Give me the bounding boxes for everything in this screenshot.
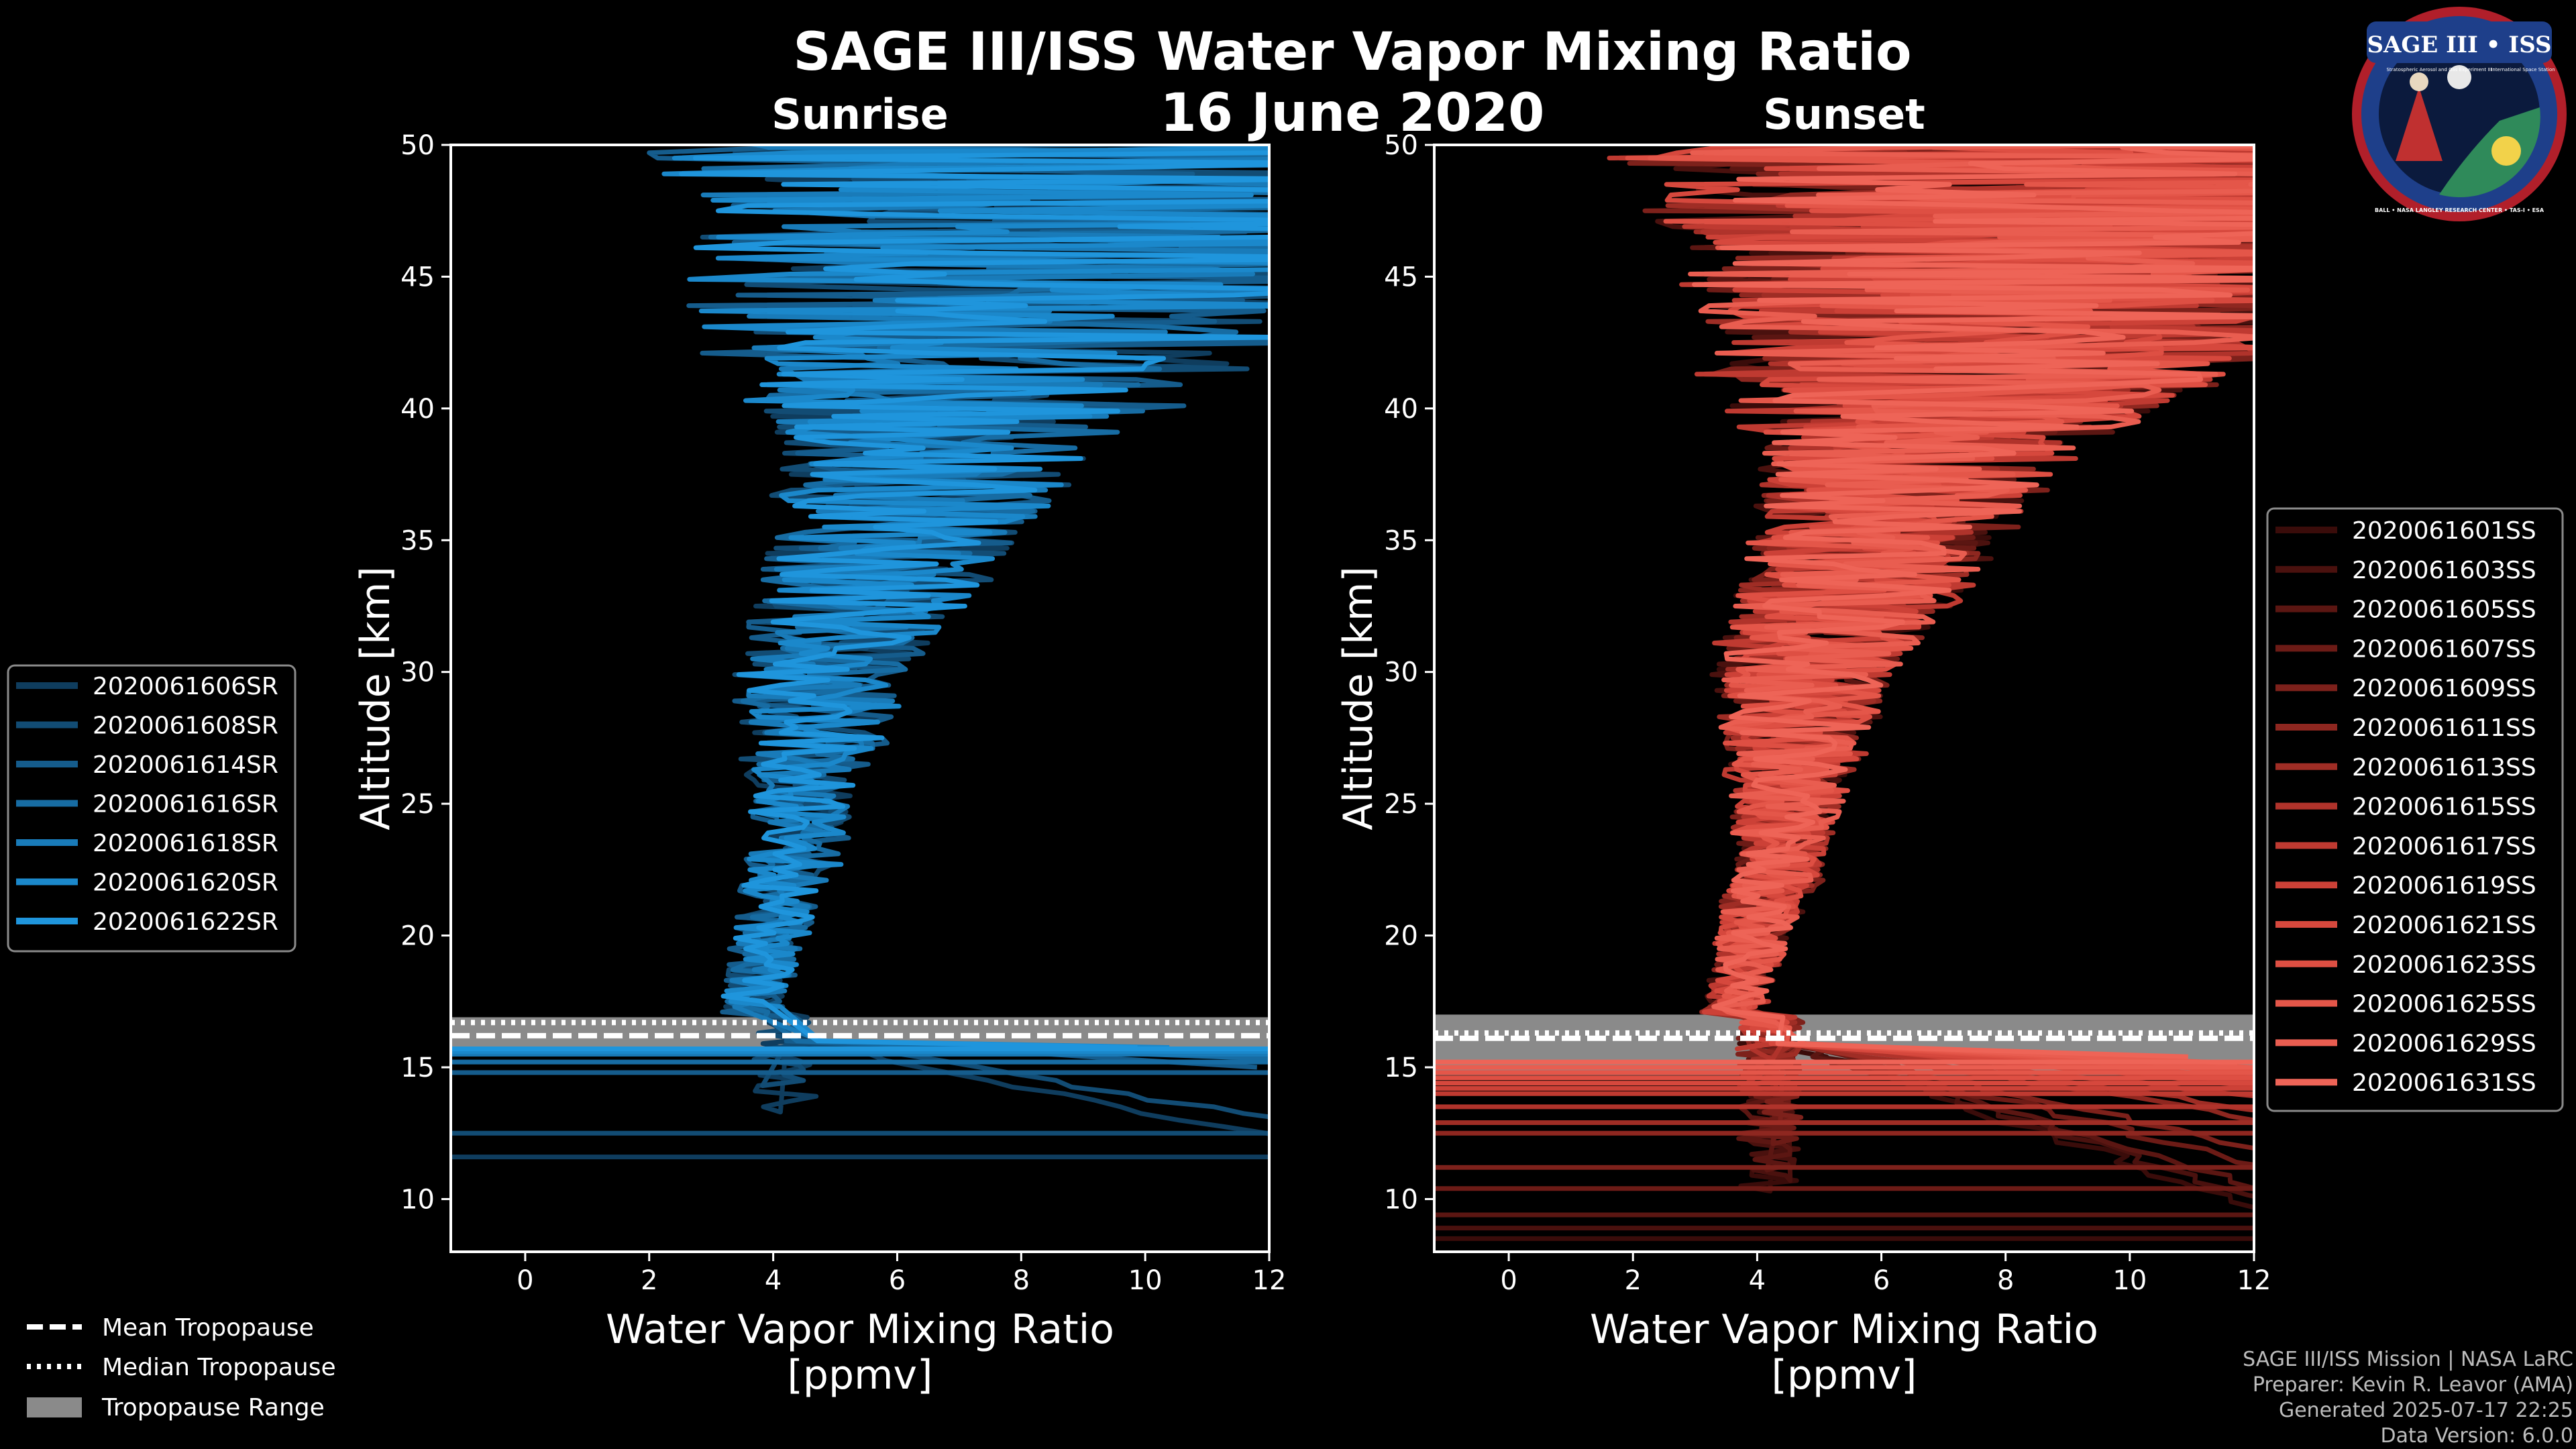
logo-subtitle: Stratospheric Aerosol and Gas Experiment…	[2386, 67, 2491, 72]
sr-y-tick-label: 10	[400, 1184, 435, 1215]
sunrise-plot-frame	[449, 144, 1271, 1253]
sr-x-tick-label: 2	[641, 1265, 657, 1296]
mean-tropopause-label: Mean Tropopause	[102, 1314, 314, 1342]
legend-label-2020061631SS: 2020061631SS	[2352, 1069, 2536, 1097]
sunrise-x-axis-label: Water Vapor Mixing Ratio	[606, 1306, 1114, 1353]
legend-label-2020061615SS: 2020061615SS	[2352, 794, 2536, 821]
ss-y-tick-label: 30	[1384, 657, 1418, 688]
sun-shape	[2491, 136, 2521, 166]
sunrise-legend-box	[7, 664, 297, 953]
median-tropopause-label: Median Tropopause	[102, 1354, 336, 1381]
sunset-y-axis-label: Altitude [km]	[1335, 566, 1382, 830]
sunset-legend: 2020061601SS 2020061603SS 2020061605SS 2020…	[2266, 507, 2564, 1112]
credit-data-version: Data Version: 6.0.0	[2381, 1424, 2573, 1448]
ss-y-tick-label: 35	[1384, 525, 1418, 556]
sr-y-tick-label: 50	[400, 130, 435, 161]
profile-2020061631SS	[1692, 145, 2254, 1059]
legend-label-2020061613SS: 2020061613SS	[2352, 754, 2536, 782]
sr-y-tick-label: 25	[400, 789, 435, 820]
sr-y-tick-label: 40	[400, 394, 435, 425]
legend-label-2020061623SS: 2020061623SS	[2352, 951, 2536, 979]
credits: SAGE III/ISS Mission | NASA LaRC Prepare…	[2243, 1348, 2573, 1448]
date-subtitle: 16 June 2020	[1161, 83, 1545, 144]
legend-label-2020061608SR: 2020061608SR	[93, 712, 278, 740]
sunset-x-axis-label: Water Vapor Mixing Ratio	[1590, 1306, 2098, 1353]
ss-x-tick-label: 12	[2237, 1265, 2271, 1296]
legend-label-2020061621SS: 2020061621SS	[2352, 912, 2536, 939]
ss-y-tick-label: 40	[1384, 394, 1418, 425]
ss-x-tick-label: 4	[1749, 1265, 1766, 1296]
sr-y-tick-label: 30	[400, 657, 435, 688]
tropopause-range-swatch	[27, 1397, 82, 1417]
sr-y-tick-label: 35	[400, 525, 435, 556]
sunrise-legend: 2020061606SR 2020061608SR 2020061614SR 2020…	[7, 664, 297, 953]
ss-y-tick-label: 50	[1384, 130, 1418, 161]
ss-x-tick-label: 2	[1625, 1265, 1642, 1296]
sunset-plot-frame	[1433, 144, 2255, 1253]
sage-iii-iss-mission-logo: SAGE III • ISS Stratospheric Aerosol and…	[2352, 7, 2567, 221]
ss-x-tick-label: 6	[1873, 1265, 1890, 1296]
legend-label-2020061618SR: 2020061618SR	[93, 830, 278, 857]
legend-label-2020061625SS: 2020061625SS	[2352, 991, 2536, 1018]
legend-label-2020061605SS: 2020061605SS	[2352, 596, 2536, 624]
legend-label-2020061614SR: 2020061614SR	[93, 751, 278, 779]
legend-label-2020061616SR: 2020061616SR	[93, 791, 278, 818]
legend-label-2020061620SR: 2020061620SR	[93, 869, 278, 897]
sunset-panel-title: Sunset	[1763, 90, 1925, 139]
wizard-figure-shape	[2396, 87, 2443, 161]
logo-station: International Space Station	[2491, 67, 2555, 72]
ss-y-tick-label: 20	[1384, 921, 1418, 952]
legend-label-2020061617SS: 2020061617SS	[2352, 833, 2536, 860]
credit-preparer: Preparer: Kevin R. Leavor (AMA)	[2253, 1373, 2573, 1397]
tropopause-range-label: Tropopause Range	[101, 1394, 325, 1421]
legend-label-2020061606SR: 2020061606SR	[93, 673, 278, 700]
legend-label-2020061603SS: 2020061603SS	[2352, 557, 2536, 584]
sr-x-tick-label: 6	[889, 1265, 906, 1296]
legend-label-2020061619SS: 2020061619SS	[2352, 872, 2536, 900]
sr-x-tick-label: 10	[1128, 1265, 1163, 1296]
sunset-x-axis-unit: [ppmv]	[1772, 1352, 1917, 1399]
sr-x-tick-label: 8	[1013, 1265, 1030, 1296]
sr-y-tick-label: 45	[400, 262, 435, 292]
profile-2020061622SR	[679, 145, 1269, 1050]
sunrise-x-axis-unit: [ppmv]	[788, 1352, 933, 1399]
sr-x-tick-label: 4	[765, 1265, 782, 1296]
sr-y-tick-label: 20	[400, 921, 435, 952]
sunrise-plot: 0 2 4 6 8 10 12 10 15 20 25 30 35 40 45 50 Water Vapor…	[352, 130, 1287, 1399]
ss-x-tick-label: 0	[1500, 1265, 1517, 1296]
ss-x-tick-label: 10	[2112, 1265, 2147, 1296]
moon-shape	[2447, 65, 2471, 89]
legend-label-2020061629SS: 2020061629SS	[2352, 1030, 2536, 1057]
legend-label-2020061611SS: 2020061611SS	[2352, 714, 2536, 742]
ss-x-tick-label: 8	[1997, 1265, 2014, 1296]
ss-y-tick-label: 10	[1384, 1184, 1418, 1215]
ss-y-tick-label: 25	[1384, 789, 1418, 820]
ss-y-tick-label: 15	[1384, 1053, 1418, 1083]
sunrise-panel-title: Sunrise	[771, 90, 949, 139]
sunrise-y-axis-label: Altitude [km]	[352, 566, 399, 830]
legend-label-2020061607SS: 2020061607SS	[2352, 635, 2536, 663]
credit-generated: Generated 2025-07-17 22:25	[2279, 1399, 2573, 1422]
sr-x-tick-label: 0	[517, 1265, 533, 1296]
legend-label-2020061609SS: 2020061609SS	[2352, 675, 2536, 702]
logo-name: SAGE III • ISS	[2367, 32, 2551, 58]
sunset-legend-box	[2266, 507, 2564, 1112]
main-title: SAGE III/ISS Water Vapor Mixing Ratio	[793, 22, 1911, 83]
earth-limb-shape	[2439, 107, 2540, 198]
sr-y-tick-label: 15	[400, 1053, 435, 1083]
sr-x-tick-label: 12	[1252, 1265, 1287, 1296]
logo-ring-text: BALL • NASA LANGLEY RESEARCH CENTER • TA…	[2375, 207, 2544, 213]
tropopause-legend: Mean Tropopause Median Tropopause Tropop…	[27, 1314, 336, 1421]
credit-mission: SAGE III/ISS Mission | NASA LaRC	[2243, 1348, 2573, 1371]
legend-label-2020061601SS: 2020061601SS	[2352, 517, 2536, 545]
ss-y-tick-label: 45	[1384, 262, 1418, 292]
legend-label-2020061622SR: 2020061622SR	[93, 908, 278, 936]
sunset-plot: 0 2 4 6 8 10 12 10 15 20 25 30 35 40 45 50 Water Vapor…	[1335, 130, 2271, 1399]
